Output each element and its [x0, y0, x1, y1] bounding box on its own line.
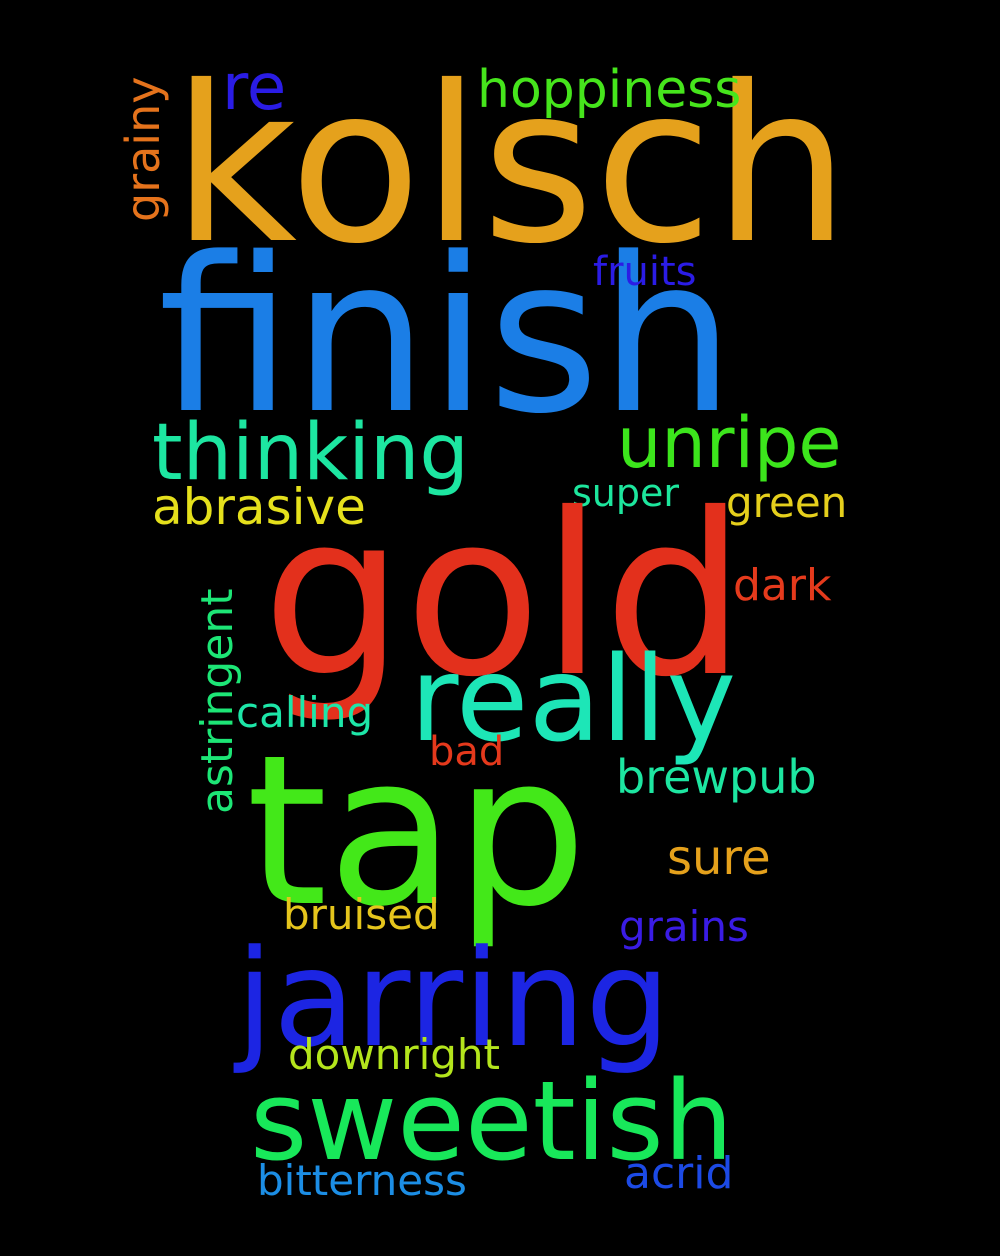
word-re: re	[222, 51, 287, 125]
word-gold: gold	[262, 465, 746, 726]
word-fruits: fruits	[593, 249, 697, 295]
word-really: really	[410, 630, 737, 768]
word-thinking: thinking	[152, 408, 469, 498]
word-kolsch: kolsch	[172, 40, 850, 291]
word-hoppiness: hoppiness	[477, 60, 742, 120]
word-jarring: jarring	[236, 921, 671, 1077]
word-super: super	[572, 471, 680, 515]
word-grainy: grainy	[116, 76, 170, 222]
word-acrid: acrid	[624, 1148, 734, 1199]
word-tap: tap	[246, 711, 588, 953]
word-sure: sure	[667, 830, 771, 886]
word-bitterness: bitterness	[257, 1156, 467, 1205]
word-bad: bad	[429, 729, 505, 775]
word-green: green	[726, 478, 848, 527]
word-sweetish: sweetish	[250, 1057, 734, 1185]
word-downright: downright	[288, 1030, 501, 1079]
word-finish: finish	[158, 212, 736, 461]
word-calling: calling	[236, 688, 374, 737]
word-bruised: bruised	[283, 890, 440, 939]
word-unripe: unripe	[617, 402, 842, 484]
word-brewpub: brewpub	[616, 750, 817, 804]
word-grains: grains	[619, 902, 749, 951]
word-astringent: astringent	[192, 588, 243, 814]
word-dark: dark	[733, 560, 832, 611]
word-abrasive: abrasive	[152, 478, 366, 536]
